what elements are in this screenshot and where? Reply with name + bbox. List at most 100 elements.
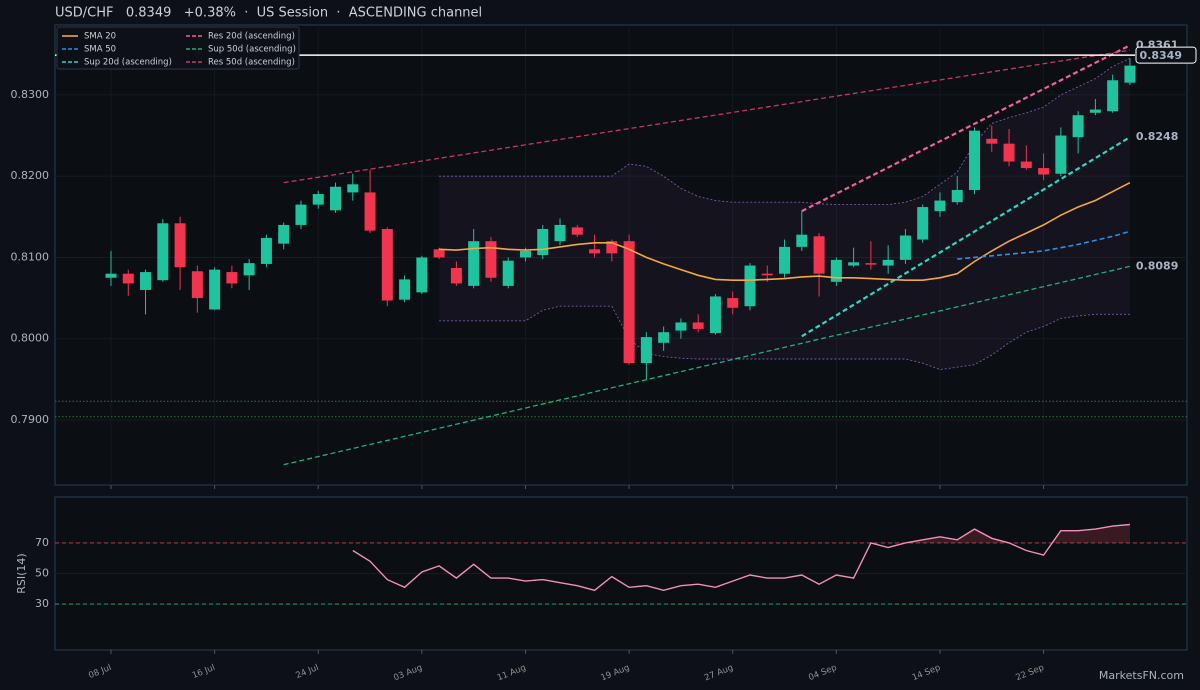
candle-body (640, 337, 652, 364)
candle-body (312, 194, 324, 205)
watermark: MarketsFN.com (1099, 669, 1184, 682)
candle-body (830, 259, 842, 282)
legend-label: Res 50d (ascending) (208, 58, 295, 68)
y-tick-label: 0.8100 (11, 250, 50, 263)
candle-body (191, 271, 203, 299)
y-tick-label: 0.8200 (11, 169, 50, 182)
overbought-fill (1060, 530, 1079, 543)
candle-body (140, 272, 152, 290)
candle-body (675, 322, 687, 331)
candle-body (761, 273, 773, 276)
trendline-label: 0.8248 (1136, 130, 1178, 143)
candle-body (122, 273, 134, 284)
overbought-fill (974, 529, 992, 543)
candle-body (865, 263, 877, 265)
candle-body (260, 237, 272, 264)
candle-body (779, 246, 791, 274)
candle-body (727, 298, 739, 308)
candle-body (951, 189, 963, 203)
candle-body (105, 273, 117, 278)
candle-body (571, 227, 583, 235)
candle-body (709, 296, 721, 334)
candle-body (744, 265, 756, 307)
rsi-layer: 30 50 70 RSI(14) (15, 523, 1187, 610)
candle-body (692, 322, 704, 329)
candle-body (278, 224, 290, 244)
overbought-fill (1078, 529, 1096, 543)
candle-body (347, 184, 359, 193)
candle-body (330, 186, 342, 211)
trendline (801, 44, 1131, 213)
candle-body (399, 279, 411, 300)
candle-body (1055, 135, 1067, 174)
overbought-fill (922, 536, 940, 543)
candle-body (1038, 168, 1050, 175)
candle-body (882, 259, 894, 266)
candle-body (157, 223, 169, 281)
candle-body (1003, 143, 1015, 162)
candle-body (606, 241, 618, 254)
candle-body (1124, 65, 1136, 83)
legend-label: SMA 20 (84, 32, 116, 42)
y-tick-label: 0.8000 (11, 332, 50, 345)
legend-box (56, 26, 300, 70)
candle-body (537, 228, 549, 255)
candle-body (433, 249, 445, 258)
candle-body (848, 262, 860, 266)
candle-body (381, 228, 393, 301)
candle-body (226, 272, 238, 284)
trendline (283, 265, 1131, 466)
last-price-label: 0.8349 (1140, 49, 1182, 62)
candle-body (934, 200, 946, 212)
candle-body (364, 192, 376, 231)
candle-body (174, 223, 186, 268)
legend: SMA 20 SMA 50 Sup 20d (ascending) Res 20d (… (56, 26, 300, 70)
candle-body (813, 236, 825, 274)
candle-body (416, 257, 428, 293)
sma-line (439, 181, 1131, 281)
y-tick-label: 50 (35, 567, 49, 580)
y-tick-label: 70 (35, 536, 49, 549)
trendline-label: 0.8089 (1136, 259, 1178, 272)
candle-body (986, 138, 998, 144)
candle-body (519, 250, 531, 258)
candle-body (1089, 109, 1101, 113)
candle-body (243, 263, 255, 276)
candle-body (554, 224, 566, 242)
y-tick-label: 30 (35, 597, 49, 610)
overbought-fill (1095, 526, 1113, 543)
candle-body (917, 207, 929, 240)
rsi-line (352, 523, 1130, 592)
candle-body (1020, 161, 1032, 169)
overbought-fill (1112, 524, 1130, 543)
candle-body (796, 234, 808, 247)
y-axis-label: RSI(14) (15, 553, 28, 593)
y-tick-label: 0.8300 (11, 88, 50, 101)
candle-body (1072, 115, 1084, 138)
legend-label: Res 20d (ascending) (208, 32, 295, 42)
candle-body (658, 332, 670, 343)
candle-body (969, 130, 980, 190)
candle-body (295, 204, 307, 225)
candle-body (502, 260, 514, 286)
y-tick-label: 0.7900 (11, 413, 50, 426)
candle-body (589, 249, 601, 254)
chart-title: USD/CHF 0.8349 +0.38% · US Session · ASC… (55, 6, 482, 21)
band-lower (439, 305, 1130, 371)
candle-body (623, 241, 635, 364)
sma-line (957, 230, 1131, 260)
candle-body (1107, 80, 1119, 112)
legend-label: Sup 50d (ascending) (208, 45, 296, 55)
candle-body (485, 241, 497, 278)
candle-body (468, 241, 480, 286)
legend-label: SMA 50 (84, 45, 116, 55)
overbought-fill (939, 536, 958, 543)
legend-label: Sup 20d (ascending) (84, 58, 172, 68)
band-fill (439, 58, 1130, 370)
trendline (283, 49, 1131, 184)
candle-body (899, 235, 911, 260)
candle-body (450, 268, 462, 284)
